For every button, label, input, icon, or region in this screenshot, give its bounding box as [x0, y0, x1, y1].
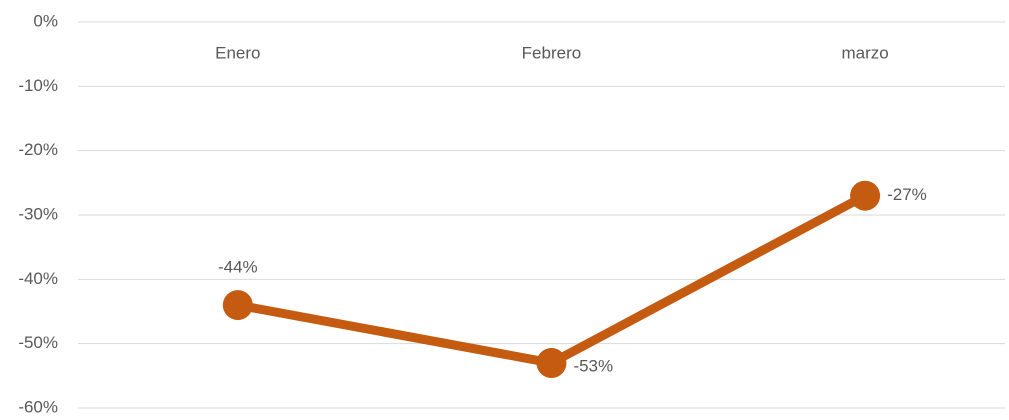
marker: [850, 180, 881, 211]
y-tick-label: 0%: [33, 11, 58, 30]
y-tick-label: -50%: [18, 333, 58, 352]
x-tick-label: marzo: [841, 43, 888, 62]
marker: [536, 347, 567, 378]
x-tick-label: Febrero: [522, 43, 582, 62]
y-tick-label: -20%: [18, 140, 58, 159]
y-tick-label: -10%: [18, 76, 58, 95]
data-label: -53%: [573, 356, 613, 375]
data-label: -44%: [218, 258, 258, 277]
x-tick-label: Enero: [215, 43, 260, 62]
data-label: -27%: [887, 185, 927, 204]
y-tick-label: -40%: [18, 269, 58, 288]
y-tick-label: -30%: [18, 204, 58, 223]
marker: [222, 290, 253, 321]
y-tick-label: -60%: [18, 397, 58, 416]
